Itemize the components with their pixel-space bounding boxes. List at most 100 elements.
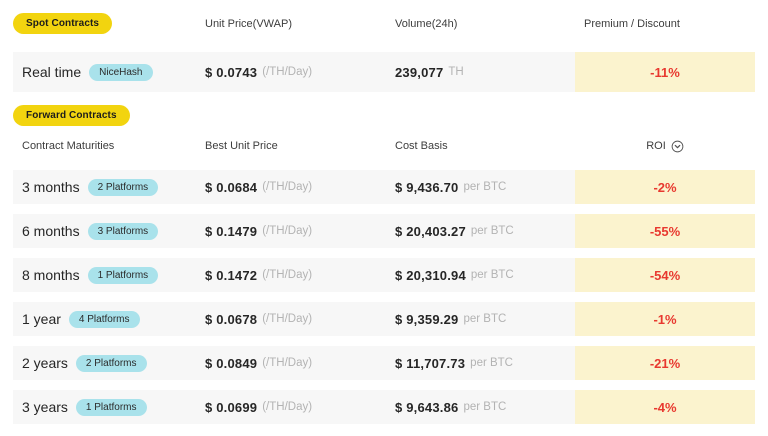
- forward-row-1-year[interactable]: 1 year 4 Platforms $ 0.0678 (/TH/Day) $ …: [13, 302, 755, 336]
- maturity-cell: 6 months 3 Platforms: [13, 214, 203, 248]
- roi-cell: -55%: [575, 214, 755, 248]
- best-unit-price-value: $ 0.0684: [205, 179, 258, 195]
- roi-value: -54%: [649, 267, 681, 283]
- best-unit-price-unit: (/TH/Day): [262, 225, 313, 237]
- spot-unit-price-unit: (/TH/Day): [262, 66, 313, 78]
- cost-basis-unit: per BTC: [470, 225, 514, 237]
- best-unit-price-value: $ 0.0699: [205, 399, 258, 415]
- cost-basis-value: $ 20,403.27: [395, 223, 466, 239]
- maturity-cell: 3 years 1 Platforms: [13, 390, 203, 424]
- roi-value: -21%: [649, 355, 681, 371]
- header-premium-discount: Premium / Discount: [584, 17, 680, 30]
- platforms-count-pill: 3 Platforms: [87, 222, 159, 240]
- roi-value: -2%: [653, 179, 677, 195]
- chevron-down-circle-icon[interactable]: [671, 140, 684, 153]
- maturity-label: 3 years: [22, 399, 68, 415]
- spot-volume-cell: 239,077 TH: [395, 52, 575, 92]
- cost-basis-cell: $ 20,310.94 per BTC: [395, 258, 575, 292]
- best-unit-price-cell: $ 0.0699 (/TH/Day): [203, 390, 395, 424]
- spot-premium-value: -11%: [650, 64, 680, 80]
- maturity-label: 2 years: [22, 355, 68, 371]
- roi-cell: -21%: [575, 346, 755, 380]
- spot-unit-price: $ 0.0743: [205, 64, 258, 80]
- forward-badge-row: Forward Contracts: [13, 105, 768, 126]
- spot-volume: 239,077: [395, 64, 444, 80]
- best-unit-price-cell: $ 0.0684 (/TH/Day): [203, 170, 395, 204]
- spot-header-row: Spot Contracts Unit Price(VWAP) Volume(2…: [13, 13, 755, 34]
- platforms-count-pill: 1 Platforms: [75, 398, 147, 416]
- cost-basis-value: $ 20,310.94: [395, 267, 466, 283]
- maturity-label: 3 months: [22, 179, 80, 195]
- cost-basis-unit: per BTC: [463, 313, 507, 325]
- maturity-cell: 3 months 2 Platforms: [13, 170, 203, 204]
- roi-cell: -4%: [575, 390, 755, 424]
- platforms-count-pill: 4 Platforms: [68, 310, 140, 328]
- maturity-cell: 1 year 4 Platforms: [13, 302, 203, 336]
- roi-value: -1%: [653, 311, 677, 327]
- spot-contracts-badge: Spot Contracts: [13, 13, 113, 34]
- spot-contracts-badge-cell: Spot Contracts: [13, 13, 203, 34]
- platforms-count-pill: 2 Platforms: [87, 178, 159, 196]
- spot-row-label-cell: Real time NiceHash: [13, 52, 203, 92]
- best-unit-price-unit: (/TH/Day): [262, 313, 313, 325]
- maturity-label: 6 months: [22, 223, 80, 239]
- best-unit-price-value: $ 0.0678: [205, 311, 258, 327]
- header-volume-24h: Volume(24h): [395, 17, 458, 30]
- forward-row-6-months[interactable]: 6 months 3 Platforms $ 0.1479 (/TH/Day) …: [13, 214, 755, 248]
- best-unit-price-value: $ 0.1479: [205, 223, 258, 239]
- best-unit-price-cell: $ 0.1479 (/TH/Day): [203, 214, 395, 248]
- roi-value: -55%: [649, 223, 681, 239]
- cost-basis-unit: per BTC: [470, 269, 514, 281]
- best-unit-price-value: $ 0.0849: [205, 355, 258, 371]
- spot-realtime-row: Real time NiceHash $ 0.0743 (/TH/Day) 23…: [13, 52, 755, 92]
- maturity-label: 8 months: [22, 267, 80, 283]
- cost-basis-cell: $ 9,643.86 per BTC: [395, 390, 575, 424]
- header-contract-maturities: Contract Maturities: [22, 140, 115, 152]
- best-unit-price-unit: (/TH/Day): [262, 181, 313, 193]
- header-cost-basis: Cost Basis: [395, 140, 448, 152]
- cost-basis-unit: per BTC: [463, 401, 507, 413]
- roi-cell: -54%: [575, 258, 755, 292]
- header-roi-sort[interactable]: ROI: [575, 140, 755, 153]
- best-unit-price-unit: (/TH/Day): [262, 269, 313, 281]
- roi-cell: -2%: [575, 170, 755, 204]
- cost-basis-unit: per BTC: [470, 357, 513, 369]
- forward-row-3-years[interactable]: 3 years 1 Platforms $ 0.0699 (/TH/Day) $…: [13, 390, 755, 424]
- best-unit-price-cell: $ 0.1472 (/TH/Day): [203, 258, 395, 292]
- forward-header-row: Contract Maturities Best Unit Price Cost…: [13, 138, 755, 154]
- header-roi-label: ROI: [646, 140, 666, 152]
- forward-row-2-years[interactable]: 2 years 2 Platforms $ 0.0849 (/TH/Day) $…: [13, 346, 755, 380]
- forward-row-3-months[interactable]: 3 months 2 Platforms $ 0.0684 (/TH/Day) …: [13, 170, 755, 204]
- cost-basis-unit: per BTC: [463, 181, 507, 193]
- cost-basis-cell: $ 20,403.27 per BTC: [395, 214, 575, 248]
- spot-unit-price-cell: $ 0.0743 (/TH/Day): [203, 52, 395, 92]
- cost-basis-value: $ 9,359.29: [395, 311, 459, 327]
- cost-basis-cell: $ 9,436.70 per BTC: [395, 170, 575, 204]
- best-unit-price-unit: (/TH/Day): [262, 401, 313, 413]
- best-unit-price-cell: $ 0.0678 (/TH/Day): [203, 302, 395, 336]
- best-unit-price-unit: (/TH/Day): [262, 357, 313, 369]
- best-unit-price-cell: $ 0.0849 (/TH/Day): [203, 346, 395, 380]
- roi-cell: -1%: [575, 302, 755, 336]
- maturity-cell: 8 months 1 Platforms: [13, 258, 203, 292]
- cost-basis-value: $ 9,643.86: [395, 399, 459, 415]
- cost-basis-value: $ 9,436.70: [395, 179, 459, 195]
- maturity-label: 1 year: [22, 311, 61, 327]
- forward-row-8-months[interactable]: 8 months 1 Platforms $ 0.1472 (/TH/Day) …: [13, 258, 755, 292]
- best-unit-price-value: $ 0.1472: [205, 267, 258, 283]
- cost-basis-cell: $ 11,707.73 per BTC: [395, 346, 575, 380]
- spot-premium-cell: -11%: [575, 52, 755, 92]
- roi-value: -4%: [653, 399, 677, 415]
- header-best-unit-price: Best Unit Price: [205, 140, 278, 152]
- spot-row-label: Real time: [22, 64, 82, 80]
- forward-contracts-badge: Forward Contracts: [13, 105, 130, 126]
- header-unit-price-vwap: Unit Price(VWAP): [205, 17, 292, 30]
- forward-rows-list: 3 months 2 Platforms $ 0.0684 (/TH/Day) …: [0, 170, 768, 424]
- cost-basis-cell: $ 9,359.29 per BTC: [395, 302, 575, 336]
- cost-basis-value: $ 11,707.73: [395, 355, 466, 371]
- platforms-count-pill: 1 Platforms: [87, 266, 159, 284]
- maturity-cell: 2 years 2 Platforms: [13, 346, 203, 380]
- spot-volume-unit: TH: [448, 66, 464, 78]
- platforms-count-pill: 2 Platforms: [75, 354, 147, 372]
